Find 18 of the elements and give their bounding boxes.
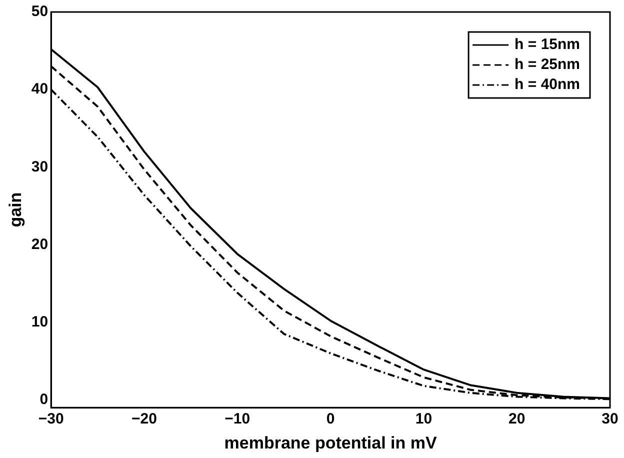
x-tick-label: 20 (508, 410, 526, 428)
legend-label: h = 25nm (514, 56, 580, 74)
x-tick-label: 30 (602, 410, 618, 428)
legend-label: h = 40nm (514, 76, 580, 94)
x-axis-title: membrane potential in mV (224, 433, 438, 452)
legend-label: h = 15nm (514, 36, 580, 54)
y-tick-label: 0 (40, 390, 48, 408)
x-tick-label: −30 (38, 410, 64, 428)
x-tick-label: −20 (132, 410, 157, 428)
y-tick-label: 30 (31, 158, 48, 176)
y-tick-label: 20 (31, 236, 48, 253)
y-tick-label: 50 (31, 3, 48, 20)
x-tick-label: 10 (415, 410, 432, 428)
x-tick-label: 0 (326, 410, 335, 428)
y-axis-title: gain (6, 192, 25, 228)
x-tick-label: −10 (224, 410, 250, 428)
y-tick-label: 10 (31, 313, 48, 330)
y-tick-label: 40 (31, 80, 48, 98)
